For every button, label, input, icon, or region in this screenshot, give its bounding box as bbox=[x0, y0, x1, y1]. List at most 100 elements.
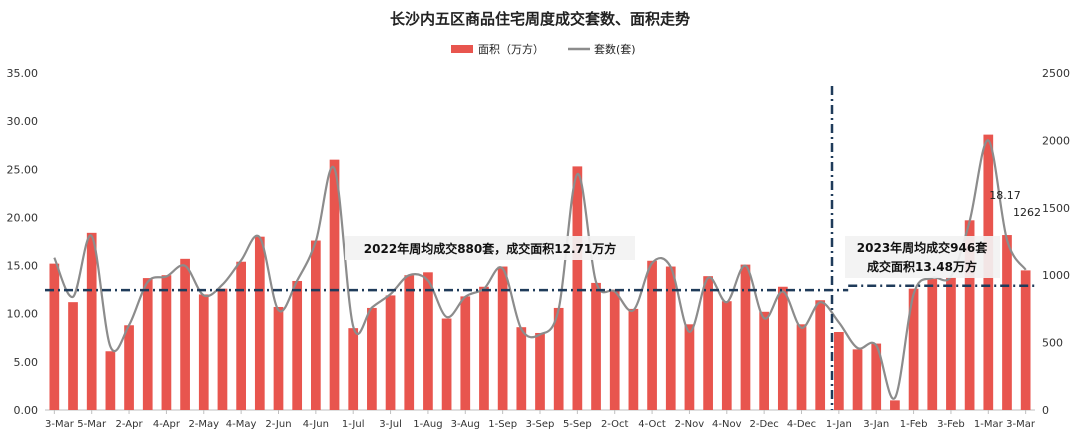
data-labels: 18.17 1262 bbox=[989, 189, 1041, 219]
data-label: 1262 bbox=[1013, 206, 1041, 219]
x-tick-label: 4-Nov bbox=[712, 419, 742, 430]
legend-label-area: 面积（万方） bbox=[478, 42, 544, 56]
x-tick-label: 3-Jul bbox=[379, 419, 402, 430]
bar-area bbox=[852, 349, 863, 410]
y-axis-left: 0.00 5.00 10.00 15.00 20.00 25.00 30.00 35.00 bbox=[7, 67, 39, 417]
x-tick-label: 4-May bbox=[226, 419, 257, 430]
line-series-count bbox=[53, 139, 1027, 400]
bar-area bbox=[516, 327, 527, 410]
x-tick-label: 4-Oct bbox=[638, 419, 666, 430]
x-tick-label: 1-Feb bbox=[900, 419, 928, 430]
bar-area bbox=[740, 264, 751, 410]
annotation-2023: 2023年周均成交946套 成交面积13.48万方 bbox=[845, 236, 1000, 278]
y-left-tick-label: 0.00 bbox=[14, 404, 39, 417]
bar-area bbox=[254, 236, 265, 410]
x-tick-label: 3-Jan bbox=[863, 419, 889, 430]
x-tick-label: 5-Mar bbox=[77, 419, 107, 430]
bar-area bbox=[908, 288, 919, 410]
y-left-tick-label: 35.00 bbox=[7, 67, 39, 80]
bar-area bbox=[721, 301, 732, 410]
x-tick-label: 1-Mar bbox=[974, 419, 1004, 430]
bar-area bbox=[591, 282, 601, 410]
y-right-tick-label: 500 bbox=[1042, 337, 1063, 350]
annotation-2023-box bbox=[845, 236, 1000, 278]
y-right-tick-label: 2000 bbox=[1042, 134, 1070, 147]
bar-area bbox=[946, 277, 956, 410]
bar-area bbox=[404, 275, 415, 410]
x-tick-label: 4-Apr bbox=[153, 419, 181, 430]
bar-area bbox=[236, 261, 246, 410]
data-label: 18.17 bbox=[989, 189, 1021, 202]
bar-area bbox=[497, 266, 508, 410]
annotation-2022: 2022年周均成交880套，成交面积12.71万方 bbox=[345, 236, 635, 260]
x-tick-label: 2-Dec bbox=[749, 419, 778, 430]
y-right-tick-label: 0 bbox=[1042, 404, 1049, 417]
y-right-tick-label: 1000 bbox=[1042, 269, 1070, 282]
bar-area bbox=[572, 166, 583, 410]
bar-area bbox=[105, 351, 116, 410]
bar-area bbox=[49, 263, 60, 410]
x-tick-label: 1-Sep bbox=[488, 419, 517, 430]
bar-area bbox=[198, 294, 209, 410]
x-tick-label: 2-Apr bbox=[116, 419, 144, 430]
bar-area bbox=[273, 306, 284, 410]
bar-area bbox=[1020, 270, 1031, 410]
bar-area bbox=[665, 266, 676, 410]
bar-area bbox=[68, 302, 78, 410]
bar-area bbox=[348, 328, 359, 410]
x-tick-label: 1-Jul bbox=[342, 419, 365, 430]
bar-area bbox=[964, 220, 975, 410]
bar-area bbox=[423, 272, 433, 410]
reference-lines bbox=[45, 284, 1035, 292]
legend: 面积（万方） 套数(套) bbox=[451, 42, 636, 56]
bar-area bbox=[759, 311, 770, 410]
bar-area bbox=[1002, 235, 1012, 410]
bar-area bbox=[329, 159, 340, 410]
y-right-tick-label: 1500 bbox=[1042, 202, 1070, 215]
x-tick-label: 3-Feb bbox=[937, 419, 965, 430]
bar-area bbox=[871, 343, 882, 410]
x-tick-label: 3-Mar bbox=[1006, 419, 1036, 430]
y-left-tick-label: 10.00 bbox=[7, 308, 39, 321]
bar-area bbox=[479, 286, 489, 410]
bar-area bbox=[292, 280, 303, 410]
legend-label-count: 套数(套) bbox=[594, 43, 636, 56]
bar-area bbox=[460, 296, 471, 410]
x-tick-label: 3-Sep bbox=[526, 419, 555, 430]
bar-area bbox=[86, 232, 97, 410]
legend-swatch-area bbox=[451, 45, 473, 53]
bar-area bbox=[834, 332, 844, 410]
bar-area bbox=[628, 308, 639, 410]
bar-area bbox=[647, 260, 657, 410]
bar-series-area bbox=[49, 134, 1031, 410]
bar-area bbox=[796, 324, 807, 410]
bar-area bbox=[777, 286, 788, 410]
bar-area bbox=[815, 300, 826, 410]
bar-area bbox=[684, 324, 695, 410]
x-tick-label: 2-May bbox=[188, 419, 219, 430]
annotation-2022-box bbox=[345, 236, 635, 260]
bar-area bbox=[890, 400, 900, 410]
bar-area bbox=[310, 240, 321, 410]
bar-area bbox=[441, 318, 452, 410]
bar-area bbox=[927, 279, 938, 410]
bar-area bbox=[553, 307, 564, 410]
bar-area bbox=[609, 289, 620, 410]
x-tick-label: 4-Jun bbox=[303, 419, 329, 430]
y-left-tick-label: 20.00 bbox=[7, 211, 39, 224]
x-tick-label: 3-Mar bbox=[45, 419, 75, 430]
annotation-2023-line2: 成交面积13.48万方 bbox=[867, 259, 977, 274]
annotation-2022-text: 2022年周均成交880套，成交面积12.71万方 bbox=[364, 241, 616, 256]
bar-area bbox=[124, 325, 134, 410]
bar-area bbox=[161, 275, 172, 410]
x-tick-label: 5-Sep bbox=[563, 419, 592, 430]
x-tick-label: 4-Dec bbox=[787, 419, 816, 430]
y-left-tick-label: 5.00 bbox=[14, 356, 39, 369]
x-axis-ticks: 3-Mar 5-Mar 2-Apr 4-Apr 2-May 4-May 2-Jun 4-Jun… bbox=[45, 410, 1036, 430]
line-count bbox=[53, 139, 1027, 400]
x-tick-label: 2-Jun bbox=[265, 419, 291, 430]
y-left-tick-label: 15.00 bbox=[7, 260, 39, 273]
x-tick-label: 2-Nov bbox=[675, 419, 705, 430]
